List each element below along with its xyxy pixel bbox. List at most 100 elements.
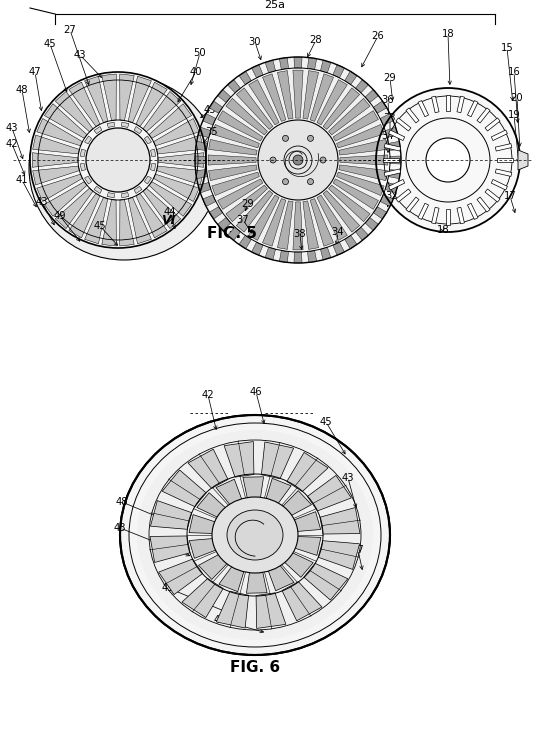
Circle shape bbox=[194, 56, 402, 264]
Polygon shape bbox=[389, 179, 405, 190]
Polygon shape bbox=[406, 197, 419, 212]
Polygon shape bbox=[239, 71, 252, 85]
Text: 48: 48 bbox=[16, 85, 28, 95]
Text: FIG. 6: FIG. 6 bbox=[230, 661, 280, 676]
Polygon shape bbox=[323, 190, 359, 232]
Ellipse shape bbox=[212, 497, 298, 573]
Polygon shape bbox=[294, 512, 321, 532]
Text: 43: 43 bbox=[36, 197, 48, 207]
Text: 49: 49 bbox=[54, 211, 66, 221]
Polygon shape bbox=[84, 197, 108, 244]
Text: 45: 45 bbox=[319, 417, 332, 427]
Polygon shape bbox=[157, 135, 203, 154]
Polygon shape bbox=[151, 500, 192, 530]
Polygon shape bbox=[317, 80, 347, 124]
Polygon shape bbox=[321, 60, 331, 73]
Text: 19: 19 bbox=[507, 110, 521, 120]
Polygon shape bbox=[373, 207, 387, 219]
Polygon shape bbox=[256, 592, 286, 628]
Text: 42: 42 bbox=[202, 390, 214, 400]
Polygon shape bbox=[80, 164, 85, 171]
Polygon shape bbox=[518, 150, 528, 170]
Polygon shape bbox=[418, 100, 429, 117]
Polygon shape bbox=[329, 185, 370, 222]
Polygon shape bbox=[107, 122, 115, 128]
Polygon shape bbox=[153, 174, 199, 202]
Polygon shape bbox=[279, 251, 288, 262]
Ellipse shape bbox=[137, 430, 373, 640]
Text: 48: 48 bbox=[116, 497, 128, 507]
Polygon shape bbox=[446, 95, 450, 111]
Polygon shape bbox=[307, 476, 351, 511]
Polygon shape bbox=[318, 541, 359, 569]
Circle shape bbox=[283, 178, 288, 184]
Ellipse shape bbox=[29, 76, 219, 260]
Text: VI: VI bbox=[161, 214, 175, 226]
Polygon shape bbox=[80, 149, 85, 157]
Polygon shape bbox=[339, 165, 387, 181]
Polygon shape bbox=[144, 136, 151, 144]
Polygon shape bbox=[198, 182, 211, 193]
Text: 42: 42 bbox=[5, 139, 18, 149]
Polygon shape bbox=[197, 493, 226, 517]
Polygon shape bbox=[189, 514, 215, 533]
Text: 18: 18 bbox=[442, 29, 454, 39]
Polygon shape bbox=[477, 108, 490, 123]
Text: 33: 33 bbox=[384, 113, 396, 123]
Polygon shape bbox=[279, 58, 288, 70]
Circle shape bbox=[320, 157, 326, 163]
Text: 43: 43 bbox=[74, 50, 86, 60]
Polygon shape bbox=[491, 130, 507, 140]
Polygon shape bbox=[385, 182, 398, 193]
Polygon shape bbox=[432, 207, 439, 224]
Text: 28: 28 bbox=[310, 35, 322, 45]
Polygon shape bbox=[227, 80, 241, 93]
Polygon shape bbox=[339, 140, 387, 155]
Polygon shape bbox=[284, 553, 313, 578]
Text: 44: 44 bbox=[214, 615, 226, 625]
Polygon shape bbox=[287, 452, 328, 491]
Polygon shape bbox=[383, 158, 399, 162]
Ellipse shape bbox=[120, 415, 390, 655]
Polygon shape bbox=[389, 170, 401, 178]
Polygon shape bbox=[227, 227, 241, 241]
Polygon shape bbox=[304, 563, 348, 600]
Polygon shape bbox=[37, 118, 82, 146]
Polygon shape bbox=[209, 101, 222, 113]
Polygon shape bbox=[150, 536, 190, 562]
Polygon shape bbox=[144, 176, 151, 184]
Text: 50: 50 bbox=[193, 48, 206, 58]
Polygon shape bbox=[293, 70, 303, 118]
Polygon shape bbox=[321, 248, 331, 260]
Text: 45: 45 bbox=[94, 221, 106, 231]
Polygon shape bbox=[119, 74, 134, 121]
Text: 37: 37 bbox=[237, 215, 249, 225]
Polygon shape bbox=[277, 70, 293, 119]
Polygon shape bbox=[252, 64, 263, 78]
Polygon shape bbox=[389, 141, 401, 151]
Polygon shape bbox=[208, 155, 256, 165]
Polygon shape bbox=[94, 127, 102, 134]
Polygon shape bbox=[384, 143, 401, 151]
Polygon shape bbox=[153, 118, 199, 146]
Polygon shape bbox=[216, 591, 249, 628]
Polygon shape bbox=[380, 113, 393, 125]
Polygon shape bbox=[262, 74, 286, 122]
Polygon shape bbox=[282, 490, 311, 516]
Polygon shape bbox=[119, 200, 134, 246]
Polygon shape bbox=[294, 536, 321, 556]
Polygon shape bbox=[243, 477, 264, 498]
Polygon shape bbox=[323, 88, 359, 130]
Polygon shape bbox=[310, 74, 334, 122]
Text: 45: 45 bbox=[204, 105, 216, 115]
Polygon shape bbox=[294, 57, 302, 68]
Text: 18: 18 bbox=[437, 225, 449, 235]
Polygon shape bbox=[151, 149, 156, 157]
Polygon shape bbox=[162, 470, 206, 507]
Text: 40: 40 bbox=[190, 67, 202, 77]
Circle shape bbox=[307, 135, 313, 141]
Text: 38: 38 bbox=[294, 229, 306, 239]
Polygon shape bbox=[136, 82, 167, 127]
Polygon shape bbox=[282, 582, 322, 621]
Polygon shape bbox=[218, 179, 263, 209]
